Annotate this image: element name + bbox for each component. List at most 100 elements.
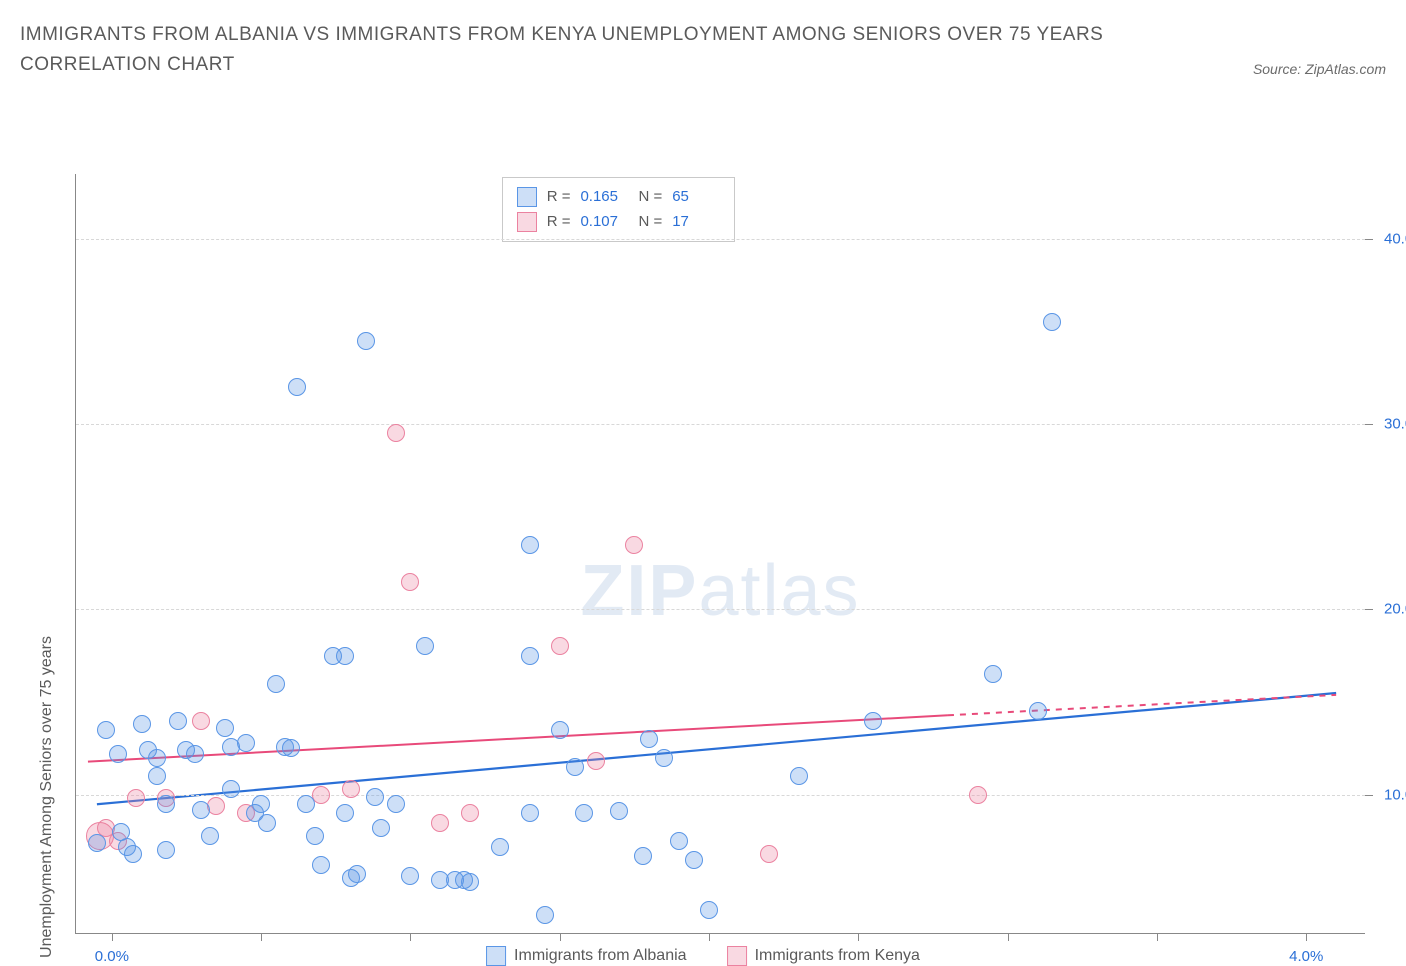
data-point-kenya (625, 536, 643, 554)
data-point-albania (670, 832, 688, 850)
swatch-albania (486, 946, 506, 966)
data-point-albania (536, 906, 554, 924)
data-point-albania (491, 838, 509, 856)
data-point-albania (864, 712, 882, 730)
y-tick-label: 10.0% (1384, 786, 1406, 803)
data-point-kenya (342, 780, 360, 798)
data-point-albania (387, 795, 405, 813)
legend-item-kenya: Immigrants from Kenya (727, 946, 920, 966)
x-tick-label: 0.0% (95, 948, 129, 965)
data-point-albania (575, 804, 593, 822)
data-point-albania (306, 827, 324, 845)
data-point-kenya (551, 637, 569, 655)
data-point-albania (984, 665, 1002, 683)
data-point-albania (521, 647, 539, 665)
data-point-albania (148, 749, 166, 767)
data-point-kenya (192, 712, 210, 730)
data-point-albania (372, 819, 390, 837)
x-tick-label: 4.0% (1289, 948, 1323, 965)
data-point-kenya (760, 845, 778, 863)
legend-label-kenya: Immigrants from Kenya (755, 947, 920, 965)
y-tick-label: 40.0% (1384, 230, 1406, 247)
data-point-albania (566, 758, 584, 776)
data-point-albania (88, 834, 106, 852)
x-tick (261, 933, 262, 941)
y-tick (1365, 424, 1373, 425)
chart-container: { "title": "IMMIGRANTS FROM ALBANIA VS I… (20, 20, 1386, 910)
data-point-kenya (207, 797, 225, 815)
swatch-kenya (727, 946, 747, 966)
data-point-albania (157, 795, 175, 813)
data-point-albania (148, 767, 166, 785)
data-point-kenya (401, 573, 419, 591)
data-point-albania (336, 647, 354, 665)
legend-item-albania: Immigrants from Albania (486, 946, 687, 966)
data-point-albania (169, 712, 187, 730)
x-tick (410, 933, 411, 941)
data-point-kenya (127, 789, 145, 807)
data-point-albania (634, 847, 652, 865)
x-tick (1008, 933, 1009, 941)
data-point-albania (258, 814, 276, 832)
data-point-albania (124, 845, 142, 863)
series-legend: Immigrants from Albania Immigrants from … (486, 946, 920, 966)
data-point-kenya (431, 814, 449, 832)
data-point-albania (416, 637, 434, 655)
source-label: Source: ZipAtlas.com (1253, 61, 1386, 81)
data-point-albania (685, 851, 703, 869)
data-point-albania (640, 730, 658, 748)
data-point-albania (461, 873, 479, 891)
swatch-albania (517, 187, 537, 207)
gridline (76, 239, 1365, 240)
data-point-albania (521, 804, 539, 822)
plot-area: ZIPatlas R = 0.165 N = 65 R = 0.107 N = … (75, 174, 1365, 934)
data-point-kenya (461, 804, 479, 822)
gridline (76, 795, 1365, 796)
y-tick-label: 30.0% (1384, 416, 1406, 433)
data-point-albania (222, 780, 240, 798)
r-label: R = (547, 209, 571, 235)
data-point-albania (109, 745, 127, 763)
data-point-albania (201, 827, 219, 845)
data-point-albania (655, 749, 673, 767)
swatch-kenya (517, 212, 537, 232)
data-point-albania (133, 715, 151, 733)
x-tick (1157, 933, 1158, 941)
data-point-albania (700, 901, 718, 919)
data-point-albania (237, 734, 255, 752)
x-tick (1306, 933, 1307, 941)
correlation-legend: R = 0.165 N = 65 R = 0.107 N = 17 (502, 177, 736, 242)
n-value-kenya: 17 (672, 209, 720, 235)
data-point-albania (610, 802, 628, 820)
data-point-albania (192, 801, 210, 819)
y-tick (1365, 609, 1373, 610)
data-point-albania (157, 841, 175, 859)
data-point-albania (348, 865, 366, 883)
legend-row-kenya: R = 0.107 N = 17 (517, 209, 721, 235)
data-point-albania (357, 332, 375, 350)
x-tick (709, 933, 710, 941)
r-label: R = (547, 184, 571, 210)
data-point-albania (366, 788, 384, 806)
data-point-kenya (587, 752, 605, 770)
y-axis-label: Unemployment Among Seniors over 75 years (38, 636, 56, 958)
data-point-albania (282, 739, 300, 757)
y-tick (1365, 239, 1373, 240)
data-point-kenya (969, 786, 987, 804)
r-value-kenya: 0.107 (580, 209, 628, 235)
data-point-albania (401, 867, 419, 885)
n-label: N = (638, 184, 662, 210)
x-tick (560, 933, 561, 941)
legend-row-albania: R = 0.165 N = 65 (517, 184, 721, 210)
data-point-albania (252, 795, 270, 813)
chart-title: IMMIGRANTS FROM ALBANIA VS IMMIGRANTS FR… (20, 20, 1170, 81)
data-point-albania (1029, 702, 1047, 720)
legend-label-albania: Immigrants from Albania (514, 947, 687, 965)
data-point-albania (216, 719, 234, 737)
data-point-albania (97, 721, 115, 739)
n-label: N = (638, 209, 662, 235)
data-point-albania (312, 856, 330, 874)
y-tick-label: 20.0% (1384, 601, 1406, 618)
data-point-albania (521, 536, 539, 554)
data-point-albania (336, 804, 354, 822)
